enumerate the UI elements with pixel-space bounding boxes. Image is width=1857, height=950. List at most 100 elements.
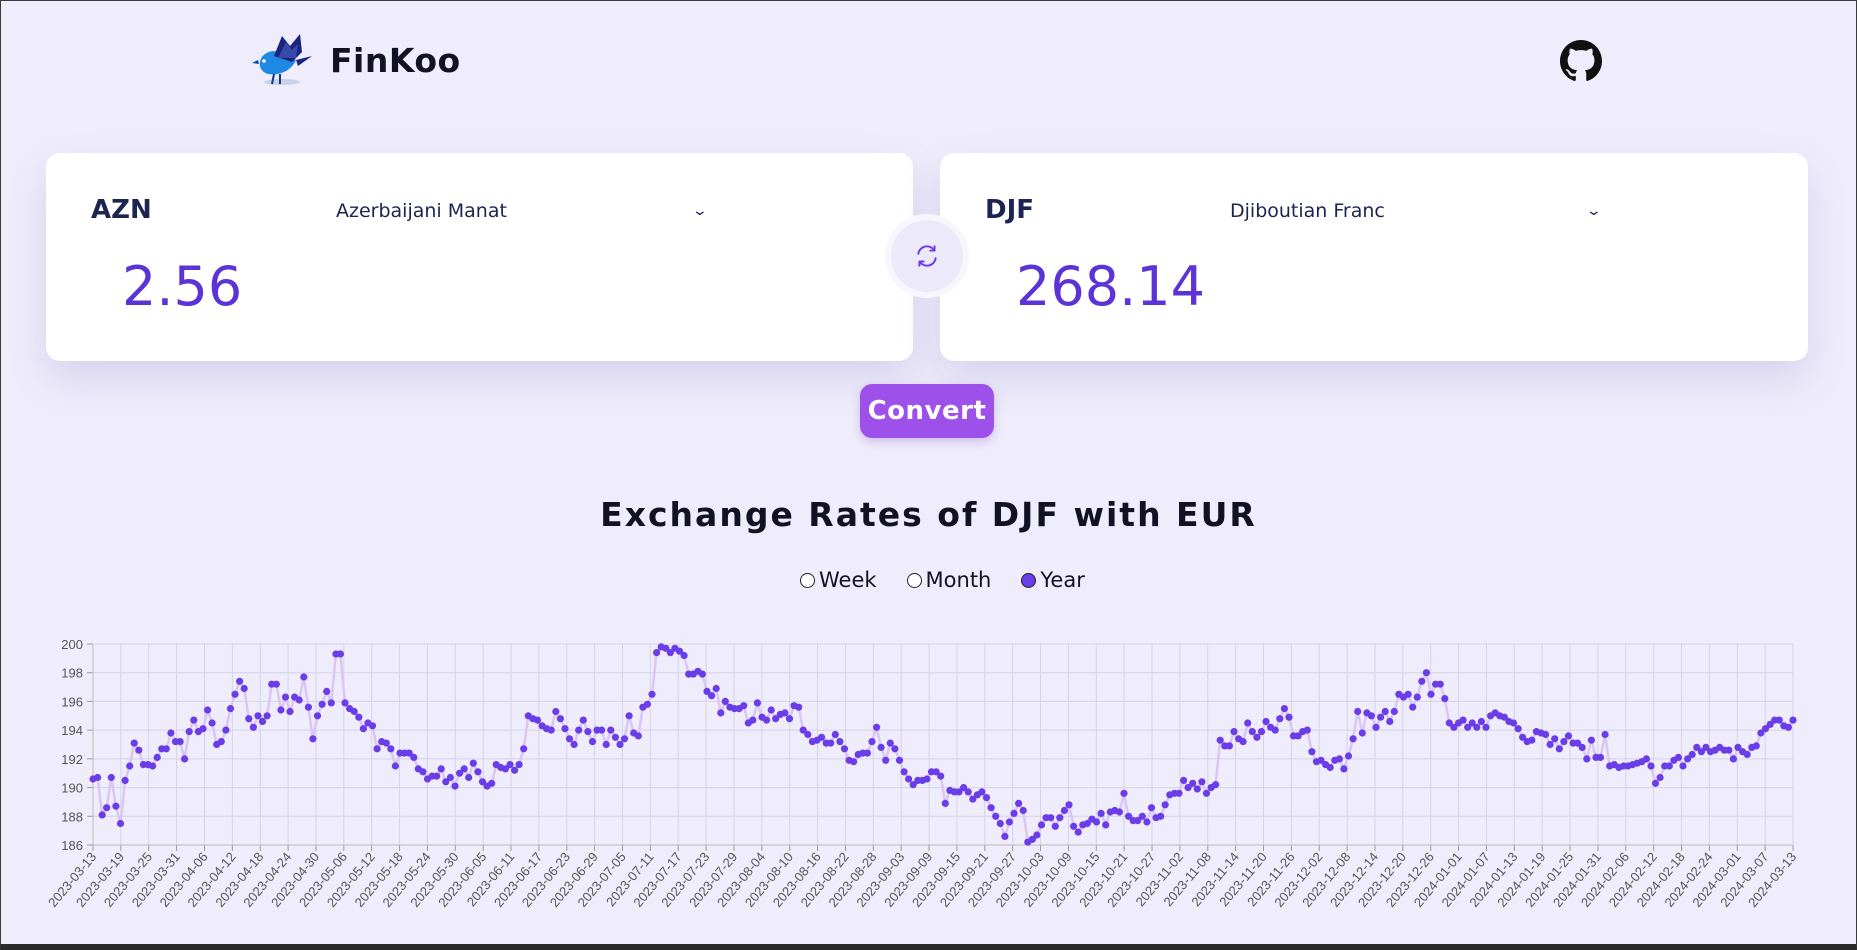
data-point[interactable] [969, 795, 977, 803]
range-year-option[interactable]: Year [1021, 568, 1085, 592]
data-point[interactable] [94, 773, 102, 782]
data-point[interactable] [1574, 739, 1582, 747]
data-point[interactable] [1441, 695, 1449, 703]
data-point[interactable] [547, 726, 555, 734]
data-point[interactable] [98, 811, 106, 819]
data-point[interactable] [446, 773, 454, 782]
data-point[interactable] [712, 684, 720, 693]
data-point[interactable] [176, 738, 184, 746]
data-point[interactable] [405, 749, 413, 757]
data-point[interactable] [1147, 804, 1156, 812]
data-point[interactable] [1761, 725, 1770, 733]
data-point[interactable] [1418, 677, 1426, 685]
data-point[interactable] [1436, 680, 1444, 688]
data-point[interactable] [1679, 762, 1687, 770]
data-point[interactable] [465, 773, 473, 782]
data-point[interactable] [698, 670, 707, 678]
data-point[interactable] [584, 728, 592, 736]
data-point[interactable] [181, 755, 189, 763]
data-point[interactable] [1349, 735, 1357, 743]
data-point[interactable] [556, 715, 565, 723]
data-point[interactable] [575, 726, 583, 734]
data-point[interactable] [506, 761, 514, 769]
data-point[interactable] [1422, 669, 1430, 677]
data-point[interactable] [1427, 690, 1435, 698]
data-point[interactable] [222, 726, 230, 734]
data-point[interactable] [891, 745, 899, 753]
data-point[interactable] [1253, 733, 1261, 741]
data-point[interactable] [1450, 723, 1458, 731]
data-point[interactable] [1725, 746, 1733, 754]
data-point[interactable] [1157, 812, 1165, 820]
data-point[interactable] [1285, 713, 1293, 721]
data-point[interactable] [323, 687, 331, 695]
data-point[interactable] [300, 673, 308, 681]
data-point[interactable] [1189, 779, 1197, 787]
data-point[interactable] [1372, 723, 1380, 731]
data-point[interactable] [1326, 763, 1334, 772]
data-point[interactable] [873, 723, 881, 731]
data-point[interactable] [327, 699, 335, 707]
data-point[interactable] [1413, 693, 1421, 701]
from-amount-input[interactable]: 2.56 [122, 255, 243, 318]
data-point[interactable] [818, 733, 826, 741]
data-point[interactable] [1028, 835, 1036, 843]
data-point[interactable] [1033, 831, 1041, 839]
data-point[interactable] [1473, 723, 1481, 731]
data-point[interactable] [1257, 728, 1266, 736]
data-point[interactable] [1665, 762, 1673, 770]
data-point[interactable] [588, 738, 597, 746]
data-point[interactable] [368, 722, 377, 730]
data-point[interactable] [1560, 738, 1568, 746]
data-point[interactable] [1060, 806, 1068, 815]
data-point[interactable] [1202, 789, 1211, 797]
data-point[interactable] [1551, 735, 1559, 743]
data-point[interactable] [708, 692, 716, 700]
data-point[interactable] [1546, 740, 1554, 749]
data-point[interactable] [937, 772, 945, 780]
data-point[interactable] [217, 738, 225, 746]
data-point[interactable] [1001, 832, 1009, 840]
data-point[interactable] [1097, 809, 1105, 817]
data-point[interactable] [1734, 743, 1742, 751]
data-point[interactable] [240, 684, 248, 693]
data-point[interactable] [1134, 817, 1142, 825]
data-point[interactable] [680, 651, 688, 660]
data-point[interactable] [882, 756, 890, 764]
data-point[interactable] [749, 716, 757, 724]
data-point[interactable] [112, 802, 120, 810]
data-point[interactable] [955, 788, 963, 796]
data-point[interactable] [309, 735, 317, 743]
data-point[interactable] [1244, 719, 1252, 727]
data-point[interactable] [1381, 707, 1389, 716]
data-point[interactable] [286, 707, 294, 716]
data-point[interactable] [433, 772, 441, 780]
data-point[interactable] [437, 765, 445, 773]
data-point[interactable] [662, 644, 670, 652]
data-point[interactable] [1766, 720, 1774, 728]
data-point[interactable] [1775, 716, 1783, 724]
data-point[interactable] [1065, 801, 1073, 809]
data-point[interactable] [717, 709, 725, 717]
data-point[interactable] [1542, 730, 1550, 739]
data-point[interactable] [996, 819, 1004, 828]
from-currency-select[interactable]: Azerbaijani Manat ⌄ [336, 195, 708, 227]
data-point[interactable] [281, 693, 290, 701]
data-point[interactable] [208, 719, 216, 727]
data-point[interactable] [277, 706, 285, 714]
data-point[interactable] [313, 712, 322, 720]
data-point[interactable] [840, 745, 849, 753]
data-point[interactable] [391, 762, 399, 770]
data-point[interactable] [520, 745, 528, 753]
data-point[interactable] [515, 761, 523, 769]
data-point[interactable] [643, 700, 652, 708]
data-point[interactable] [355, 713, 363, 721]
data-point[interactable] [254, 712, 262, 720]
data-point[interactable] [1601, 730, 1609, 739]
data-point[interactable] [249, 723, 257, 731]
data-point[interactable] [1102, 821, 1110, 829]
data-point[interactable] [510, 766, 519, 774]
data-point[interactable] [1651, 779, 1660, 787]
data-point[interactable] [982, 794, 991, 802]
data-point[interactable] [1271, 726, 1279, 734]
